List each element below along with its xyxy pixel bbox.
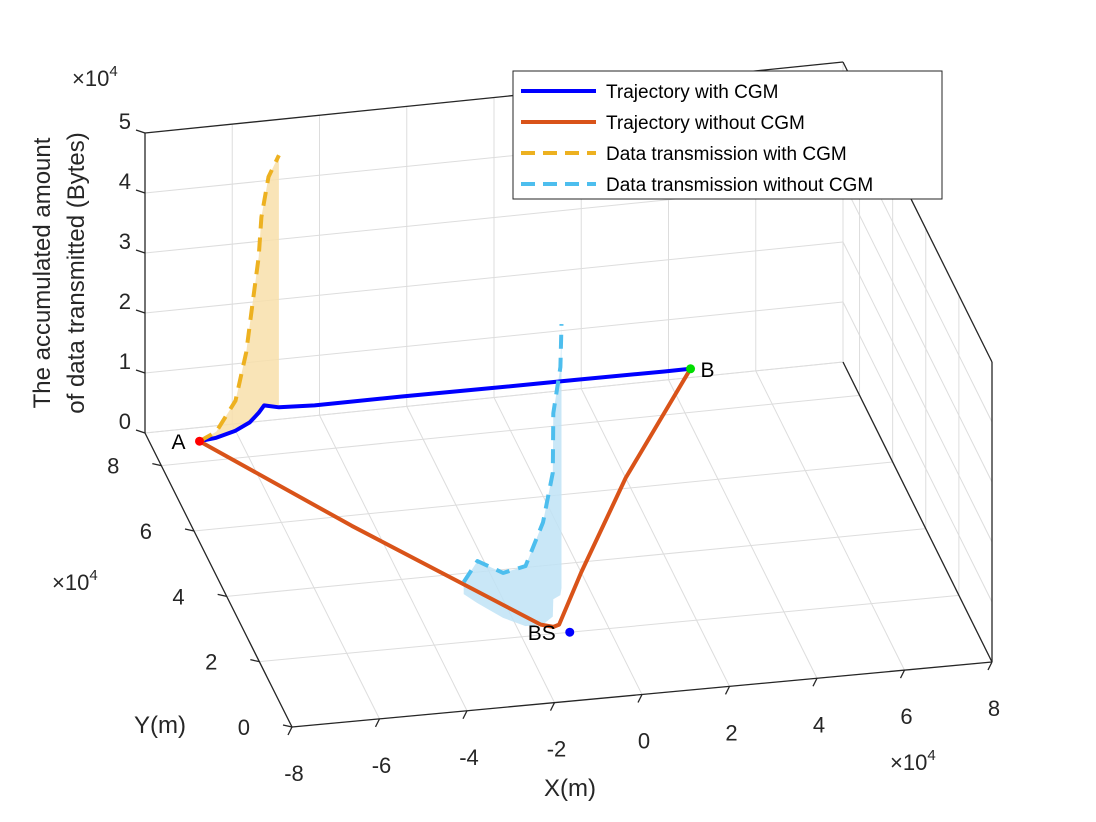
z-tick-mark <box>135 129 146 134</box>
z-exponent-times: × <box>72 66 85 91</box>
x-axis-label: X(m) <box>544 775 596 802</box>
floor-grid-x <box>580 388 730 687</box>
floor-grid-y <box>226 528 926 597</box>
svg-text:×104: ×104 <box>72 63 118 91</box>
x-tick-label: 6 <box>900 704 912 729</box>
z-axis-label-line1: The accumulated amount <box>29 137 56 408</box>
data-series <box>197 154 693 629</box>
y-tick-mark <box>217 593 227 597</box>
side-wall-grid-z <box>842 301 993 603</box>
x-tick-label: -8 <box>284 761 304 786</box>
z-tick-mark <box>135 189 146 194</box>
point-label-bs: BS <box>528 622 556 645</box>
series-line-1 <box>197 366 693 629</box>
point-annotations: A B BS <box>172 359 715 645</box>
x-tick-mark <box>899 669 906 679</box>
z-tick-mark <box>135 309 146 314</box>
legend-label-data-with-cgm: Data transmission with CGM <box>606 144 847 165</box>
legend-label-data-without-cgm: Data transmission without CGM <box>606 175 873 196</box>
svg-text:×104: ×104 <box>52 567 98 595</box>
x-exponent-base: 10 <box>903 750 927 775</box>
x-tick-label: 4 <box>813 712 825 737</box>
y-tick-mark <box>152 463 162 467</box>
y-exponent-label: ×104 <box>52 567 98 595</box>
point-label-a: A <box>172 431 186 454</box>
series-line-2 <box>198 154 281 443</box>
x-tick-label: 2 <box>725 720 737 745</box>
z-tick-label: 2 <box>119 289 131 314</box>
point-label-b: B <box>701 359 715 382</box>
y-tick-mark <box>184 528 195 532</box>
z-tick-label: 4 <box>119 169 131 194</box>
z-exponent-power: 4 <box>109 63 117 80</box>
floor-grid-x <box>493 397 643 695</box>
point-marker-a <box>195 436 205 446</box>
x-tick-mark <box>374 718 381 728</box>
x-tick-mark <box>637 694 643 703</box>
y-axis-label: Y(m) <box>134 712 186 739</box>
z-axis-label-line2: of data transmitted (Bytes) <box>63 132 90 413</box>
x-tick-label: -6 <box>372 753 392 778</box>
x-tick-label: 0 <box>638 729 650 754</box>
z-tick-label: 5 <box>119 109 131 134</box>
floor-grid-x <box>755 370 905 671</box>
side-wall-grid-z <box>842 241 993 543</box>
floor-grid-x <box>668 379 818 679</box>
x-tick-mark <box>812 677 818 687</box>
point-marker-b <box>686 364 696 374</box>
legend-label-trajectory-without-cgm: Trajectory without CGM <box>606 113 805 134</box>
z-tick-mark <box>135 429 146 434</box>
z-tick-label: 1 <box>119 349 131 374</box>
x-tick-label: -4 <box>459 745 479 770</box>
x-tick-label: -2 <box>547 737 567 762</box>
y-tick-label: 6 <box>140 519 152 544</box>
z-tick-label: 0 <box>119 409 131 434</box>
y-tick-label: 4 <box>172 584 184 609</box>
y-exponent-base: 10 <box>65 570 89 595</box>
z-tick-mark <box>135 369 146 374</box>
x-tick-mark <box>987 661 993 671</box>
series-line-0 <box>197 366 693 444</box>
y-tick-mark <box>250 659 260 663</box>
z-exponent-label: ×104 <box>72 63 118 91</box>
back-wall-grid-z <box>144 361 844 434</box>
z-tick-mark <box>135 249 146 254</box>
x-exponent-label: ×104 <box>890 747 936 775</box>
floor-grid-y <box>259 594 959 663</box>
floor-grid-x <box>231 423 380 720</box>
y-tick-mark <box>282 724 293 728</box>
y-exponent-times: × <box>52 570 65 595</box>
x-tick-mark <box>724 686 731 695</box>
floor-grid-x <box>319 415 468 711</box>
x-tick-label: 8 <box>988 696 1000 721</box>
y-tick-label: 2 <box>205 650 217 675</box>
x-exponent-times: × <box>890 750 903 775</box>
z-exponent-base: 10 <box>85 66 109 91</box>
floor-grid-x <box>406 406 555 703</box>
z-tick-label: 3 <box>119 229 131 254</box>
y-tick-label: 8 <box>107 454 119 479</box>
legend: Trajectory with CGM Trajectory without C… <box>512 70 943 200</box>
x-tick-mark <box>287 726 293 736</box>
point-marker-bs <box>565 627 575 637</box>
x-tick-mark <box>462 710 468 720</box>
legend-label-trajectory-with-cgm: Trajectory with CGM <box>606 82 778 103</box>
floor-grid-y <box>161 394 860 467</box>
data-fills <box>199 155 562 627</box>
floor-grid-y <box>193 461 893 532</box>
y-exponent-power: 4 <box>89 567 97 584</box>
floor-right-edge <box>842 361 993 663</box>
side-wall-grid-z <box>842 181 993 483</box>
series-line-3 <box>462 324 564 584</box>
y-tick-label: 0 <box>238 715 250 740</box>
y-axis-line <box>144 432 293 728</box>
x-tick-mark <box>549 702 556 711</box>
svg-text:×104: ×104 <box>890 747 936 775</box>
fill-2 <box>199 155 279 442</box>
x-exponent-power: 4 <box>927 747 935 764</box>
z-axis-label: The accumulated amount of data transmitt… <box>29 132 90 413</box>
fill-3 <box>463 324 562 627</box>
